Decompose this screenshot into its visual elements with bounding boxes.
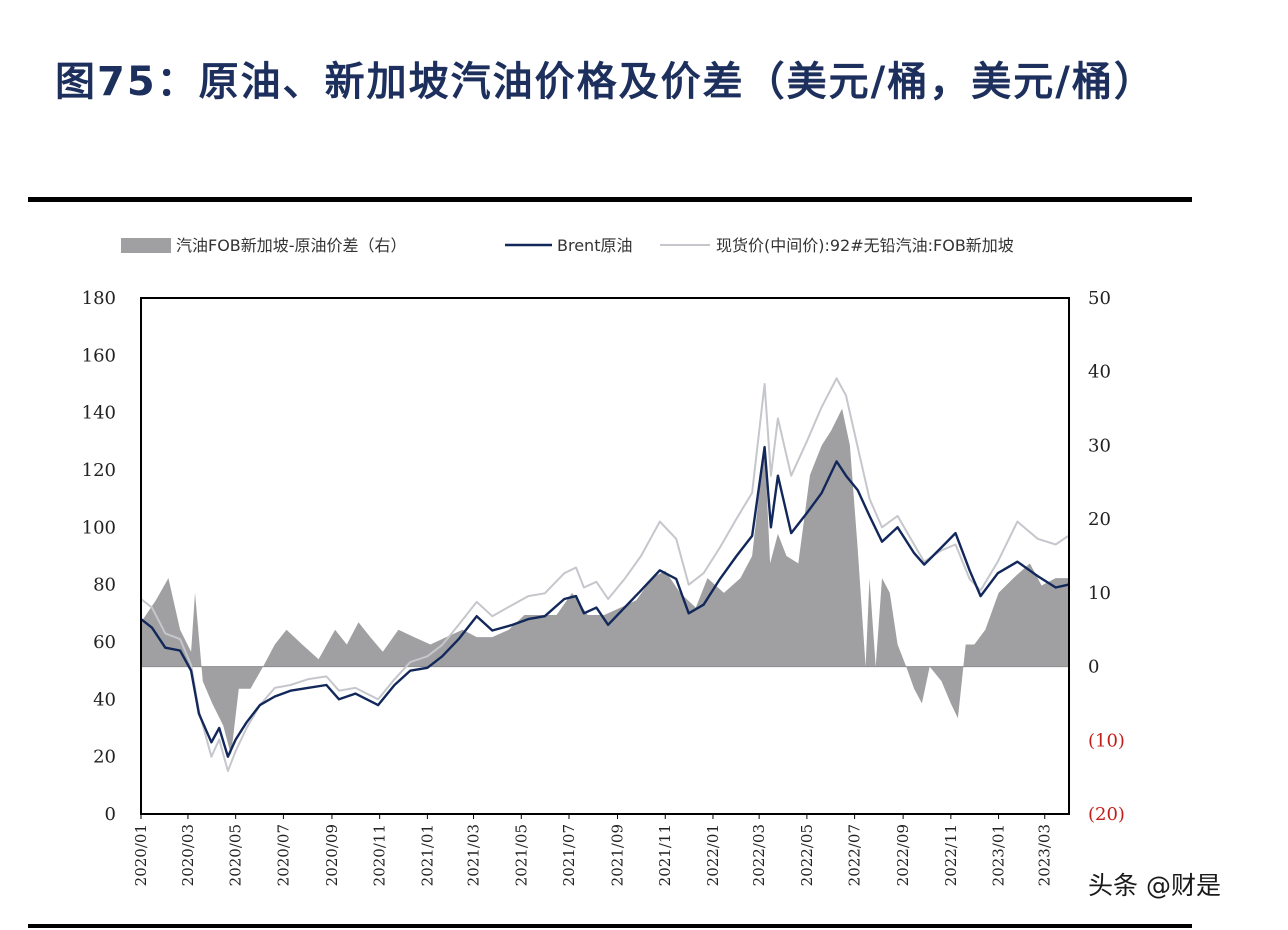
x-tick-label: 2020/11 bbox=[371, 824, 389, 886]
title-divider bbox=[28, 197, 1192, 202]
x-tick-label: 2023/01 bbox=[990, 824, 1008, 886]
y-right-tick-label: 30 bbox=[1088, 435, 1111, 456]
y-right-tick-label: (10) bbox=[1088, 730, 1125, 751]
x-tick-label: 2021/03 bbox=[465, 824, 483, 886]
bottom-divider bbox=[28, 924, 1192, 928]
x-tick-label: 2020/05 bbox=[227, 824, 245, 886]
y-left-tick-label: 120 bbox=[82, 460, 116, 481]
x-tick-label: 2021/05 bbox=[512, 824, 530, 886]
x-tick-label: 2022/11 bbox=[942, 824, 960, 886]
x-tick-label: 2020/09 bbox=[323, 824, 341, 886]
x-tick-label: 2022/07 bbox=[846, 824, 864, 886]
watermark: 头条 @财是 bbox=[1088, 871, 1221, 900]
legend-swatch-spread bbox=[121, 238, 171, 253]
y-left-tick-label: 0 bbox=[105, 804, 116, 825]
y-left-tick-label: 180 bbox=[82, 288, 116, 309]
legend: 汽油FOB新加坡-原油价差（右） Brent原油 现货价(中间价):92#无铅汽… bbox=[121, 236, 1014, 255]
y-right-tick-label: 20 bbox=[1088, 509, 1111, 530]
y-right-tick-label: (20) bbox=[1088, 804, 1125, 825]
x-tick-label: 2021/09 bbox=[609, 824, 627, 886]
x-tick-label: 2021/01 bbox=[418, 824, 436, 886]
series-area-spread bbox=[141, 408, 1069, 755]
x-tick-label: 2020/07 bbox=[274, 824, 292, 886]
x-tick-label: 2022/05 bbox=[798, 824, 816, 886]
chart-title: 图75：原油、新加坡汽油价格及价差（美元/桶，美元/桶） bbox=[55, 59, 1156, 105]
x-tick-label: 2021/07 bbox=[560, 824, 578, 886]
y-axis-left: 0 20 40 60 80 100 120 140 160 180 bbox=[82, 288, 116, 825]
x-tick-label: 2020/03 bbox=[179, 824, 197, 886]
y-left-tick-label: 100 bbox=[82, 517, 116, 538]
y-left-tick-label: 20 bbox=[93, 747, 116, 768]
plot-area bbox=[140, 297, 1070, 815]
y-left-tick-label: 160 bbox=[82, 345, 116, 366]
x-axis: 2020/01 2020/03 2020/05 2020/07 2020/09 2020/… bbox=[132, 814, 1054, 886]
y-left-tick-label: 60 bbox=[93, 632, 116, 653]
y-right-tick-label: 50 bbox=[1088, 288, 1111, 309]
x-tick-label: 2022/09 bbox=[894, 824, 912, 886]
y-left-tick-label: 40 bbox=[93, 689, 116, 710]
plot-frame bbox=[140, 297, 1070, 815]
y-right-tick-label: 40 bbox=[1088, 362, 1111, 383]
series-line-brent bbox=[140, 445, 1069, 758]
y-axis-right: (20) (10) 0 10 20 30 40 50 bbox=[1088, 288, 1125, 825]
x-tick-label: 2022/01 bbox=[704, 824, 722, 886]
x-tick-label: 2021/11 bbox=[656, 824, 674, 886]
y-right-tick-label: 0 bbox=[1088, 657, 1099, 678]
legend-label-brent: Brent原油 bbox=[557, 236, 632, 255]
y-left-tick-label: 80 bbox=[93, 575, 116, 596]
y-left-tick-label: 140 bbox=[82, 403, 116, 424]
y-right-tick-label: 10 bbox=[1088, 583, 1111, 604]
legend-label-gasoline: 现货价(中间价):92#无铅汽油:FOB新加坡 bbox=[716, 236, 1014, 255]
legend-label-spread: 汽油FOB新加坡-原油价差（右） bbox=[176, 236, 407, 255]
x-tick-label: 2020/01 bbox=[132, 824, 150, 886]
x-tick-label: 2022/03 bbox=[750, 824, 768, 886]
series-line-gasoline bbox=[140, 377, 1069, 772]
x-tick-label: 2023/03 bbox=[1036, 824, 1054, 886]
